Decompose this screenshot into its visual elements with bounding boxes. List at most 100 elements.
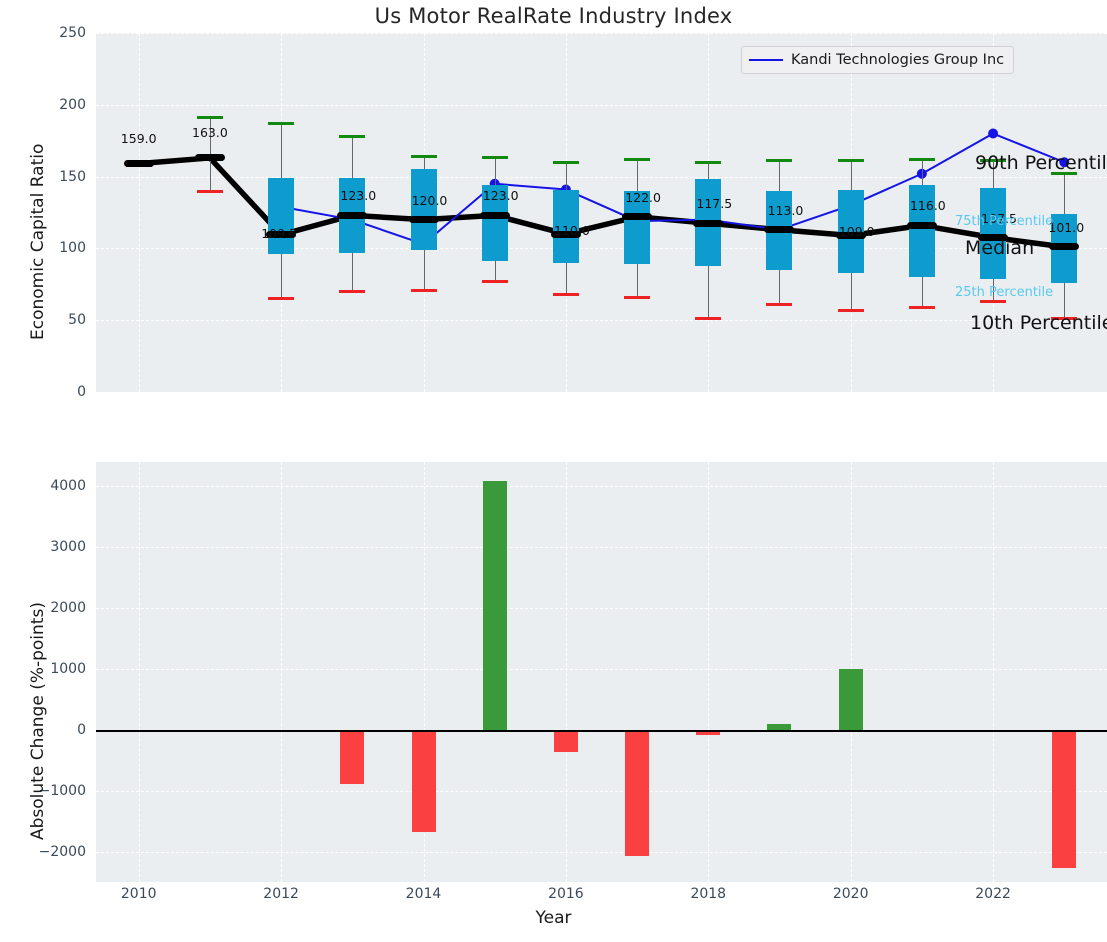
bar-negative [411,729,436,833]
annotation-90th-percentile: 90th Percentile [975,152,1107,174]
cap-90th-percentile [339,134,366,138]
cap-90th-percentile [766,159,793,163]
y-tick-label-top: 250 [59,25,86,41]
cap-90th-percentile [410,155,437,159]
median-bar [337,211,368,219]
annotation-75th-percentile: 75th Percentile [955,214,1054,229]
x-tick-label: 2010 [120,886,157,902]
bar-positive [482,481,507,730]
kandi-series-marker [988,128,999,139]
cap-10th-percentile [339,290,366,294]
legend-label-kandi: Kandi Technologies Group Inc [791,52,1005,68]
bar-positive [838,668,863,730]
median-value-label: 113.0 [767,202,804,218]
bar-negative [340,729,365,784]
cap-10th-percentile [552,292,579,296]
median-bar [408,216,439,224]
x-tick-label: 2014 [405,886,442,902]
median-bar [479,211,510,219]
median-bar [906,221,937,229]
cap-90th-percentile [624,157,651,161]
gridline-horizontal [96,790,1107,792]
y-tick-label-bottom: 4000 [50,478,86,495]
x-tick-label: 2020 [832,886,869,902]
y-tick-label-bottom: 0 [77,721,86,738]
y-axis-label-bottom: Absolute Change (%-points) [28,602,48,840]
annotation-10th-percentile: 10th Percentile [970,312,1107,334]
zero-line [96,729,1107,732]
median-value-label: 107.5 [981,210,1017,226]
x-tick-label: 2022 [975,886,1011,902]
y-tick-label-top: 150 [59,168,86,185]
chart-title: Us Motor RealRate Industry Index [374,4,733,28]
gridline-vertical [708,462,710,882]
gridline-vertical [138,462,140,882]
gridline-horizontal [96,608,1107,610]
box-iqr [980,188,1007,279]
bar-negative [1052,729,1077,868]
gridline-horizontal [96,392,1107,393]
cap-90th-percentile [481,156,508,160]
median-bar [266,231,297,239]
cap-90th-percentile [695,160,722,164]
cap-90th-percentile [1051,172,1078,176]
cap-10th-percentile [1051,317,1078,321]
boxplot-overlay [135,128,1070,250]
box-iqr [908,185,935,278]
median-value-label: 159.0 [120,130,157,146]
median-bar [764,226,795,234]
cap-90th-percentile [196,116,223,120]
x-axis-label: Year [535,908,572,928]
median-value-label: 110.0 [553,223,590,239]
annotation-median: Median [965,237,1035,259]
whisker [209,116,211,190]
x-tick-label: 2018 [690,886,727,902]
x-tick-label: 2016 [548,886,584,902]
median-value-label: 117.5 [696,196,733,212]
median-bar [1049,243,1080,251]
y-tick-label-bottom: 1000 [50,660,86,677]
cap-90th-percentile [980,159,1007,163]
bar-negative [625,729,650,856]
cap-10th-percentile [410,288,437,292]
y-tick-label-top: 0 [77,384,86,400]
median-value-label: 120.0 [411,192,448,208]
median-value-label: 109.5 [261,225,298,241]
y-tick-label-top: 100 [59,240,86,257]
cap-10th-percentile [624,295,651,299]
cap-10th-percentile [766,302,793,306]
y-tick-label-top: 50 [68,312,86,329]
legend-line-swatch [749,59,783,61]
x-tick-label: 2012 [263,886,299,902]
gridline-horizontal [96,668,1107,670]
bar-positive [767,724,792,730]
legend[interactable]: Kandi Technologies Group Inc [741,46,1015,74]
median-value-label: 109.0 [838,224,875,240]
box-iqr [268,178,295,255]
boxplot-panel: 159.0 163.0 109.5 123.0 120.0 123.0 110.0 122.0… [96,33,1107,393]
cap-90th-percentile [908,157,935,161]
box-iqr [410,169,437,250]
median-bar [622,213,653,221]
cap-10th-percentile [908,305,935,309]
cap-90th-percentile [552,160,579,164]
median-bar [123,160,154,168]
bar-negative [553,729,578,753]
gridline-horizontal [96,547,1107,549]
median-bar [194,154,225,162]
y-tick-label-bottom: 2000 [50,600,86,617]
cap-10th-percentile [980,300,1007,304]
median-value-label: 123.0 [482,188,519,204]
kandi-series-marker [1059,157,1070,168]
gridline-vertical [993,462,995,882]
y-tick-label-top: 200 [59,96,86,113]
bar-negative [696,729,721,736]
median-value-label: 116.0 [909,198,946,214]
box-iqr [481,185,508,262]
median-value-label: 122.0 [625,189,661,205]
y-tick-label-bottom: −1000 [38,782,86,799]
cap-10th-percentile [268,297,295,301]
median-bar [835,231,866,239]
gridline-horizontal [96,486,1107,488]
